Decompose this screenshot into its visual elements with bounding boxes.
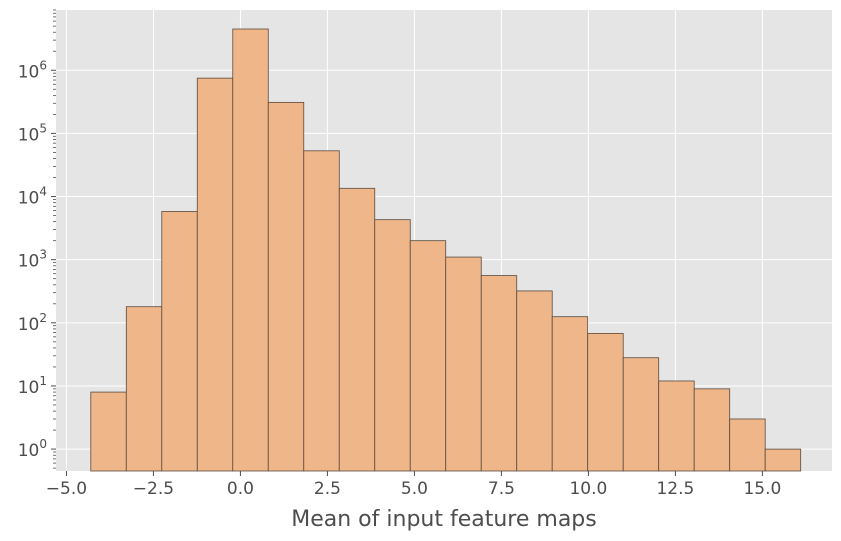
histogram-bar bbox=[338, 187, 376, 472]
histogram-bar bbox=[480, 275, 518, 472]
histogram-bar bbox=[267, 101, 305, 472]
histogram-bars bbox=[90, 28, 802, 472]
histogram-bar bbox=[445, 256, 482, 472]
x-tick-label: 5.0 bbox=[401, 479, 428, 499]
y-tick-label: 106 bbox=[18, 58, 47, 82]
histogram-bar bbox=[125, 306, 163, 472]
histogram-bar bbox=[409, 240, 447, 472]
histogram-bar bbox=[161, 211, 198, 472]
histogram-bar bbox=[516, 290, 553, 472]
histogram-bar bbox=[232, 28, 269, 472]
y-tick-label: 102 bbox=[18, 311, 47, 335]
x-tick-label: 2.5 bbox=[314, 479, 341, 499]
histogram-bar bbox=[90, 391, 127, 472]
histogram-bar bbox=[551, 316, 589, 472]
y-tick-label: 101 bbox=[18, 374, 47, 398]
y-tick-label: 103 bbox=[18, 248, 47, 272]
x-tick-labels: −5.0 −2.5 0.0 2.5 5.0 7.5 10.0 12.5 15.0 bbox=[46, 479, 782, 499]
x-axis-label: Mean of input feature maps bbox=[291, 507, 596, 532]
y-tick-labels: 100 101 102 103 104 105 106 bbox=[18, 58, 47, 461]
histogram-bar bbox=[374, 219, 411, 472]
histogram-bar bbox=[693, 388, 731, 472]
y-tick-label: 105 bbox=[18, 121, 47, 145]
x-tick-label: −5.0 bbox=[46, 479, 87, 499]
histogram-bar bbox=[764, 448, 802, 472]
y-tick-label: 104 bbox=[18, 185, 47, 209]
x-tick-label: −2.5 bbox=[133, 479, 174, 499]
histogram-bar bbox=[622, 357, 660, 472]
x-tick-label: 0.0 bbox=[227, 479, 254, 499]
histogram-bar bbox=[196, 77, 234, 472]
x-tick-label: 15.0 bbox=[743, 479, 781, 499]
axis-ticks bbox=[51, 9, 763, 476]
x-tick-label: 7.5 bbox=[488, 479, 515, 499]
histogram-bar bbox=[729, 418, 766, 472]
histogram-bar bbox=[658, 380, 695, 472]
histogram-bar bbox=[587, 332, 624, 472]
y-tick-label: 100 bbox=[18, 437, 47, 461]
x-tick-label: 12.5 bbox=[656, 479, 694, 499]
x-tick-label: 10.0 bbox=[569, 479, 607, 499]
histogram-bar bbox=[303, 150, 340, 472]
